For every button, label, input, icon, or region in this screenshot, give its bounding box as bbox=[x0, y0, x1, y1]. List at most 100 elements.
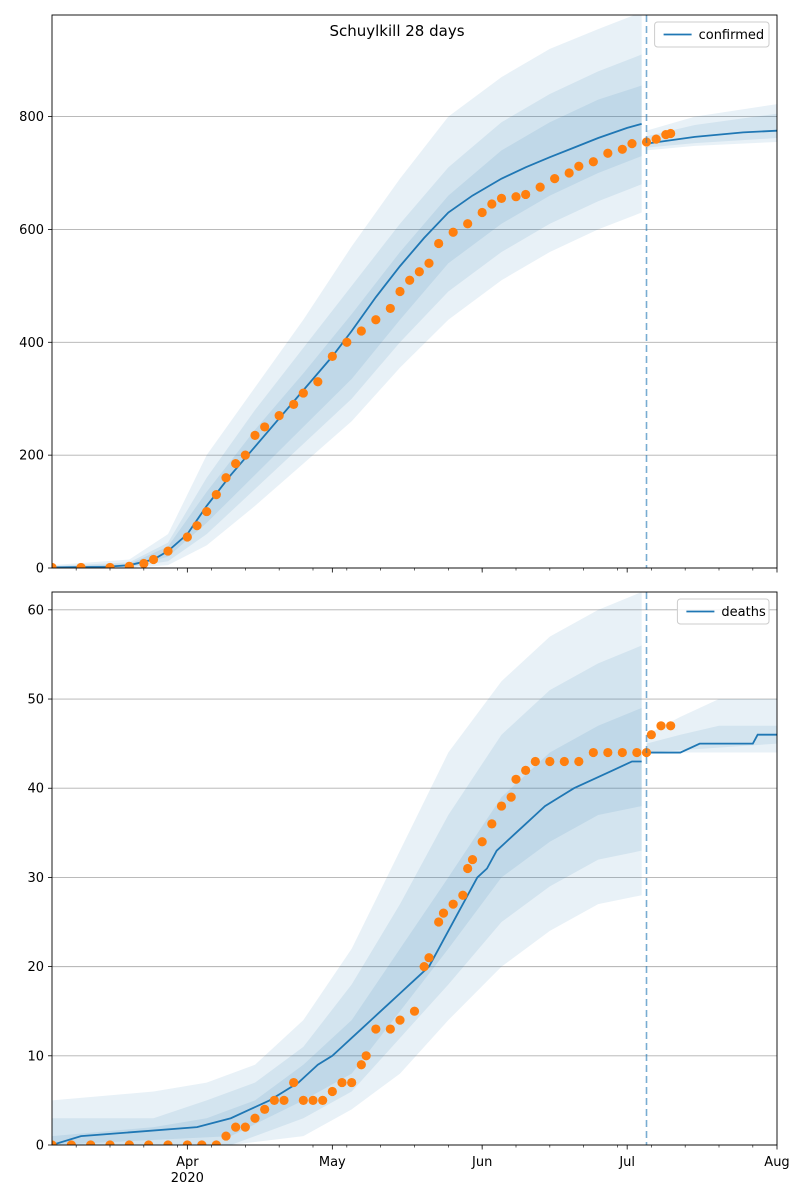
confirmed-panel: 0 200 400 600 800 confirmed bbox=[19, 14, 778, 577]
observed-point bbox=[163, 1140, 173, 1145]
observed-point bbox=[371, 1024, 381, 1034]
y-tick-label: 10 bbox=[27, 1049, 44, 1064]
observed-point bbox=[511, 192, 521, 202]
x-tick-label: Aug bbox=[764, 1155, 789, 1170]
y-tick-label: 600 bbox=[19, 223, 44, 238]
observed-point bbox=[559, 756, 569, 767]
observed-point bbox=[409, 1006, 420, 1016]
observed-point bbox=[385, 1024, 395, 1034]
observed-point bbox=[211, 1140, 221, 1145]
observed-point bbox=[347, 1077, 357, 1088]
x-tick-label: Jul bbox=[618, 1155, 635, 1170]
y-tick-label: 20 bbox=[27, 960, 44, 975]
y-tick-label: 60 bbox=[27, 603, 44, 618]
legend-label: deaths bbox=[721, 605, 766, 620]
observed-point bbox=[298, 388, 308, 398]
y-tick-label: 400 bbox=[19, 336, 44, 351]
observed-point bbox=[221, 473, 231, 483]
uncertainty-band bbox=[52, 85, 642, 568]
observed-point bbox=[588, 157, 598, 167]
observed-point bbox=[327, 1086, 337, 1097]
observed-point bbox=[574, 161, 584, 171]
observed-point bbox=[646, 730, 656, 740]
observed-point bbox=[487, 199, 497, 209]
observed-point bbox=[52, 562, 57, 568]
observed-point bbox=[627, 139, 637, 149]
x-tick-label: May bbox=[319, 1155, 346, 1170]
observed-point bbox=[318, 1095, 328, 1106]
observed-point bbox=[521, 189, 531, 200]
observed-point bbox=[361, 1051, 371, 1061]
observed-point bbox=[550, 174, 560, 184]
observed-point bbox=[463, 219, 473, 229]
observed-point bbox=[463, 863, 473, 874]
plot-area bbox=[52, 15, 777, 568]
observed-point bbox=[76, 562, 86, 568]
observed-point bbox=[496, 193, 507, 203]
observed-point bbox=[274, 411, 284, 421]
observed-point bbox=[564, 168, 574, 178]
observed-point bbox=[617, 144, 627, 154]
observed-point bbox=[356, 1060, 366, 1070]
observed-point bbox=[124, 1140, 134, 1145]
observed-point bbox=[260, 422, 270, 432]
observed-point bbox=[506, 792, 516, 802]
observed-point bbox=[240, 450, 250, 460]
observed-point bbox=[521, 765, 531, 775]
observed-point bbox=[289, 399, 299, 409]
observed-point bbox=[651, 134, 661, 144]
observed-point bbox=[240, 1122, 250, 1132]
axes-frame bbox=[51, 591, 778, 1146]
observed-point bbox=[105, 562, 115, 568]
observed-point bbox=[182, 532, 192, 542]
observed-point bbox=[603, 747, 613, 758]
observed-point bbox=[666, 721, 676, 731]
observed-point bbox=[231, 1122, 241, 1132]
chart-title: Schuylkill 28 days bbox=[329, 22, 464, 40]
y-tick-label: 800 bbox=[19, 110, 44, 125]
observed-point bbox=[52, 1140, 57, 1145]
y-tick-label: 0 bbox=[36, 562, 44, 577]
observed-point bbox=[603, 148, 613, 158]
observed-point bbox=[574, 756, 584, 767]
y-tick-label: 200 bbox=[19, 449, 44, 464]
observed-point bbox=[617, 747, 627, 758]
observed-point bbox=[342, 337, 352, 347]
observed-point bbox=[424, 258, 434, 268]
uncertainty-band bbox=[52, 707, 642, 1145]
y-tick-label: 30 bbox=[27, 871, 44, 886]
observed-point bbox=[66, 1140, 76, 1145]
legend-label: confirmed bbox=[699, 28, 765, 43]
y-tick-label: 40 bbox=[27, 782, 44, 797]
uncertainty-band bbox=[646, 699, 777, 753]
observed-point bbox=[405, 275, 415, 285]
observed-point bbox=[656, 721, 666, 731]
observed-point bbox=[148, 554, 159, 565]
observed-point bbox=[385, 303, 395, 314]
observed-point bbox=[139, 558, 149, 568]
observed-point bbox=[467, 854, 478, 865]
observed-point bbox=[356, 326, 366, 336]
observed-point bbox=[496, 801, 507, 811]
observed-point bbox=[530, 756, 540, 767]
uncertainty-band bbox=[52, 645, 642, 1145]
x-tick-label: Jun bbox=[471, 1155, 492, 1170]
observed-point bbox=[414, 267, 424, 277]
observed-point bbox=[337, 1077, 347, 1088]
observed-point bbox=[221, 1131, 231, 1141]
observed-point bbox=[477, 837, 487, 847]
observed-point bbox=[424, 953, 434, 963]
observed-point bbox=[588, 747, 598, 758]
observed-point bbox=[279, 1095, 289, 1106]
observed-point bbox=[250, 430, 260, 440]
observed-point bbox=[260, 1104, 270, 1114]
observed-point bbox=[327, 351, 337, 361]
observed-point bbox=[371, 315, 381, 325]
uncertainty-band bbox=[52, 592, 642, 1145]
observed-point bbox=[211, 490, 221, 500]
observed-point bbox=[231, 459, 241, 469]
uncertainty-band bbox=[52, 15, 642, 568]
legend-box bbox=[654, 21, 770, 48]
x-tick-label: Apr bbox=[176, 1155, 199, 1170]
